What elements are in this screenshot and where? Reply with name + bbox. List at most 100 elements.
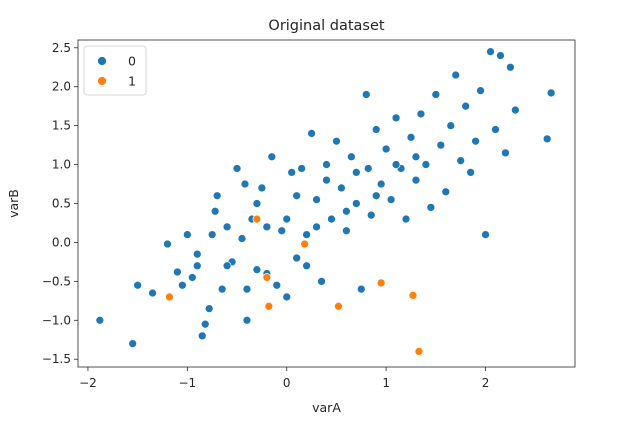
data-point-series-0	[222, 261, 232, 271]
data-point-series-0	[406, 132, 416, 142]
x-tick-label: −1	[178, 376, 196, 390]
data-point-series-0	[302, 261, 311, 271]
data-point-series-0	[361, 90, 371, 99]
data-point-series-1	[165, 292, 174, 302]
data-point-series-0	[351, 199, 361, 208]
data-point-series-0	[342, 206, 351, 216]
y-tick-label: 2.0	[52, 80, 71, 94]
y-tick-label: −1.5	[42, 352, 71, 366]
data-point-series-1	[334, 301, 343, 311]
data-point-series-0	[366, 210, 376, 220]
data-point-series-0	[356, 284, 366, 294]
data-point-series-0	[272, 280, 282, 290]
y-tick-label: 0.5	[52, 197, 71, 211]
y-tick-label: 1.0	[52, 158, 71, 172]
y-tick-label: 1.5	[52, 119, 71, 133]
data-point-series-0	[491, 125, 500, 134]
data-point-series-0	[307, 129, 316, 138]
x-axis-ticks: −2 −1 0 1 2	[79, 367, 489, 390]
data-point-series-0	[511, 105, 520, 115]
data-point-series-1	[408, 291, 418, 300]
data-point-series-1	[262, 273, 272, 282]
data-point-series-0	[386, 195, 396, 204]
data-point-series-0	[411, 175, 421, 185]
data-point-series-0	[277, 226, 287, 236]
x-tick-label: 0	[283, 376, 291, 390]
data-point-series-0	[332, 136, 341, 146]
data-point-series-0	[163, 239, 172, 249]
data-point-series-0	[371, 125, 381, 134]
data-point-series-0	[456, 156, 466, 166]
data-point-series-0	[347, 152, 356, 162]
data-point-series-0	[232, 164, 242, 173]
data-point-series-0	[282, 214, 292, 224]
data-point-series-1	[264, 301, 274, 311]
data-point-series-0	[192, 261, 202, 271]
data-point-series-0	[282, 292, 292, 302]
data-point-series-0	[501, 148, 510, 158]
data-point-series-0	[466, 168, 475, 177]
data-point-series-0	[451, 70, 461, 80]
data-point-series-0	[421, 160, 431, 169]
plot-area	[95, 47, 556, 356]
legend: 01	[83, 45, 147, 96]
data-point-series-0	[95, 315, 105, 325]
data-point-series-0	[426, 203, 436, 212]
data-point-series-0	[182, 230, 192, 239]
data-point-series-0	[222, 222, 232, 232]
legend-marker-0	[97, 56, 107, 66]
data-point-series-0	[431, 90, 441, 99]
data-point-series-0	[441, 187, 451, 197]
x-tick-label: 1	[382, 376, 390, 390]
y-axis-label: varB	[6, 189, 21, 218]
chart-title: Original dataset	[268, 18, 384, 34]
data-point-series-0	[461, 101, 471, 111]
data-point-series-0	[363, 164, 373, 173]
data-point-series-0	[436, 140, 446, 150]
x-axis-label: varA	[312, 400, 341, 415]
data-point-series-0	[200, 319, 210, 329]
data-point-series-0	[297, 164, 306, 173]
data-point-series-0	[242, 315, 252, 325]
data-point-series-0	[416, 109, 426, 119]
data-point-series-0	[252, 265, 262, 275]
data-point-series-1	[252, 214, 262, 224]
data-point-series-0	[178, 280, 187, 290]
data-point-series-0	[322, 175, 331, 185]
data-point-series-0	[471, 136, 480, 146]
data-point-series-0	[262, 222, 272, 232]
data-point-series-0	[342, 226, 351, 236]
data-point-series-0	[376, 179, 386, 189]
y-tick-label: −0.5	[42, 274, 71, 288]
data-point-series-0	[237, 234, 247, 243]
x-tick-label: 2	[482, 376, 490, 390]
series-1-points	[165, 214, 424, 356]
data-point-series-0	[496, 51, 505, 60]
data-point-series-0	[217, 284, 227, 294]
data-point-series-0	[351, 168, 361, 177]
data-point-series-0	[257, 183, 267, 193]
data-point-series-0	[381, 144, 391, 154]
data-point-series-0	[476, 86, 485, 95]
legend-label-1: 1	[128, 74, 136, 89]
legend-marker-1	[97, 76, 107, 86]
data-point-series-0	[128, 339, 138, 348]
data-point-series-1	[300, 239, 309, 249]
data-point-series-0	[337, 183, 346, 193]
y-tick-label: 2.5	[52, 41, 71, 55]
data-point-series-0	[133, 280, 142, 290]
data-point-series-0	[242, 284, 252, 294]
data-point-series-0	[506, 62, 515, 72]
data-point-series-0	[212, 191, 222, 201]
data-point-series-0	[312, 222, 321, 232]
data-point-series-0	[371, 191, 381, 201]
x-tick-label: −2	[79, 376, 97, 390]
series-0-points	[95, 47, 556, 348]
data-point-series-0	[302, 230, 311, 239]
y-tick-label: −1.0	[42, 313, 71, 327]
data-point-series-0	[287, 168, 297, 177]
data-point-series-0	[252, 199, 262, 208]
data-point-series-0	[292, 191, 302, 201]
data-point-series-0	[391, 160, 401, 169]
